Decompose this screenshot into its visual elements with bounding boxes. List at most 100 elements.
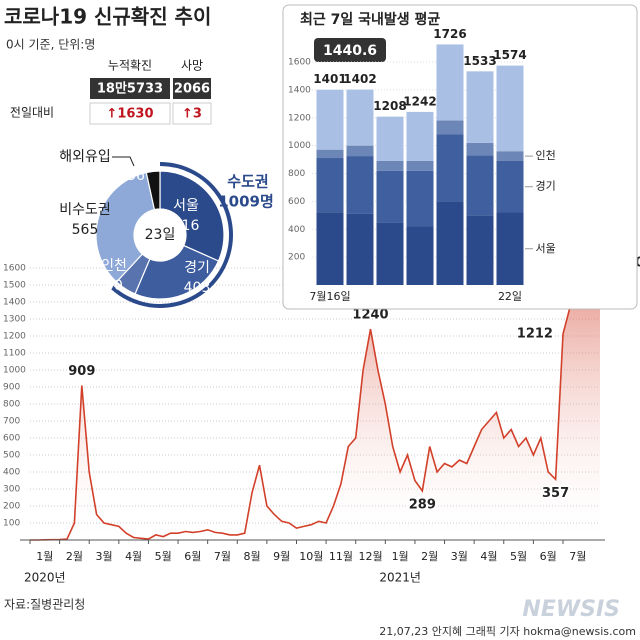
stat-value: 18만5733 [97,81,163,97]
bar-segment [346,145,374,157]
annotation: 357 [542,486,569,501]
x-tick-label: 10월 [299,550,323,563]
leader-line [112,156,135,167]
donut-slice [95,171,156,283]
x-group-label: 2021년 [379,571,421,585]
badge: 1440.6 [323,43,377,59]
slice-label: 비수도권 [59,202,111,218]
bar-segment [316,158,344,213]
annotation: 1240 [352,308,388,323]
total-label: 1574 [493,48,526,62]
legend-label: 인천 [536,148,556,162]
bar-segment [376,160,404,171]
area [30,226,600,540]
slice-value: 403 [184,280,211,296]
change-value: ↑1630 [106,107,153,122]
y-tick-label: 1000 [3,366,26,376]
stat-label: 사망 [181,59,203,73]
y-tick-label: 1400 [3,298,26,308]
x-tick-label: 1월 [392,550,409,563]
slice-label: 인천 [101,258,127,274]
donut-slice [159,170,225,262]
group-value: 1009명 [218,193,274,211]
bar-segment [496,65,524,152]
x-tick-label: 8월 [244,550,261,563]
x-tick-label: 5월 [155,550,172,563]
bar-segment [436,201,464,285]
bar-segment [496,212,524,285]
bar-segment [436,134,464,202]
total-label: 1401 [313,72,346,86]
x-tick-label: 11월 [329,550,353,563]
bar-segment [346,89,374,146]
legend-label: 서울 [536,242,556,255]
y-tick-label: 1200 [3,332,26,342]
total-label: 1242 [403,94,436,108]
x-tick-label: 5월 [510,550,527,563]
bar-segment [496,160,524,213]
donut-hole [135,210,185,260]
y-tick-label: 1300 [3,315,26,325]
logo: NEWSIS [522,597,620,622]
y-tick-label: 800 [288,169,305,179]
line [30,224,601,541]
bar-segment [376,222,404,285]
y-tick-label: 200 [3,502,20,512]
x-tick-label: 3월 [95,550,112,563]
inset-title: 최근 7일 국내발생 평균 [300,11,440,28]
bar-segment [466,215,494,285]
y-tick-label: 1100 [3,349,26,359]
annotation: 909 [68,364,95,379]
stat-box [173,78,211,99]
donut-slice [134,244,220,300]
slice-value: 516 [173,218,200,234]
annotation: 289 [409,497,436,512]
title: 코로나19 신규확진 추이 [4,5,211,29]
group-arc [110,162,233,308]
subtitle: 0시 기준, 단위:명 [6,38,95,52]
y-tick-label: 700 [3,417,20,427]
slice-value: 565 [72,222,99,238]
x-tick-label: 1월 [36,550,53,563]
credit: 21,07,23 안지혜 그래픽 기자 hokma@newsis.com [379,625,636,638]
stat-box [90,78,170,99]
total-label: 1208 [373,99,406,113]
y-tick-label: 900 [3,383,20,393]
slice-label: 경기 [184,260,210,276]
bar-segment [466,142,494,156]
bar-segment [406,170,434,227]
x-tick-label: 2월 [421,550,438,563]
bar-segment [316,149,344,159]
bar-segment [346,213,374,285]
slice-value: 56 [127,168,145,184]
y-tick-label: 800 [3,400,20,410]
change-value: ↑3 [182,107,202,122]
change-box [89,102,171,125]
x-group-label: 2020년 [24,571,66,585]
total-label: 1402 [343,72,376,86]
change-label: 전일대비 [10,106,54,120]
center-label: 23일 [145,227,176,243]
y-tick-label: 1600 [288,58,311,68]
y-tick-label: 500 [3,451,20,461]
y-tick-label: 1600 [3,264,26,274]
legend-label: 경기 [536,180,556,193]
slice-value: 90 [105,278,123,294]
y-tick-label: 1200 [288,113,311,123]
y-tick-label: 300 [3,485,20,495]
y-tick-label: 1400 [288,85,311,95]
annotation: 1212 [517,326,553,341]
slice-label: 서울 [173,198,199,214]
x-tick-label: 4월 [480,550,497,563]
stat-value: 2066 [174,82,210,97]
bar-segment [376,170,404,223]
bar-segment [406,160,434,171]
bar-segment [496,151,524,161]
x-tick-label: 4월 [125,550,142,563]
y-tick-label: 400 [3,468,20,478]
x-tick-label: 22일 [498,289,522,303]
change-box [172,102,212,125]
total-label: 1726 [433,27,466,41]
